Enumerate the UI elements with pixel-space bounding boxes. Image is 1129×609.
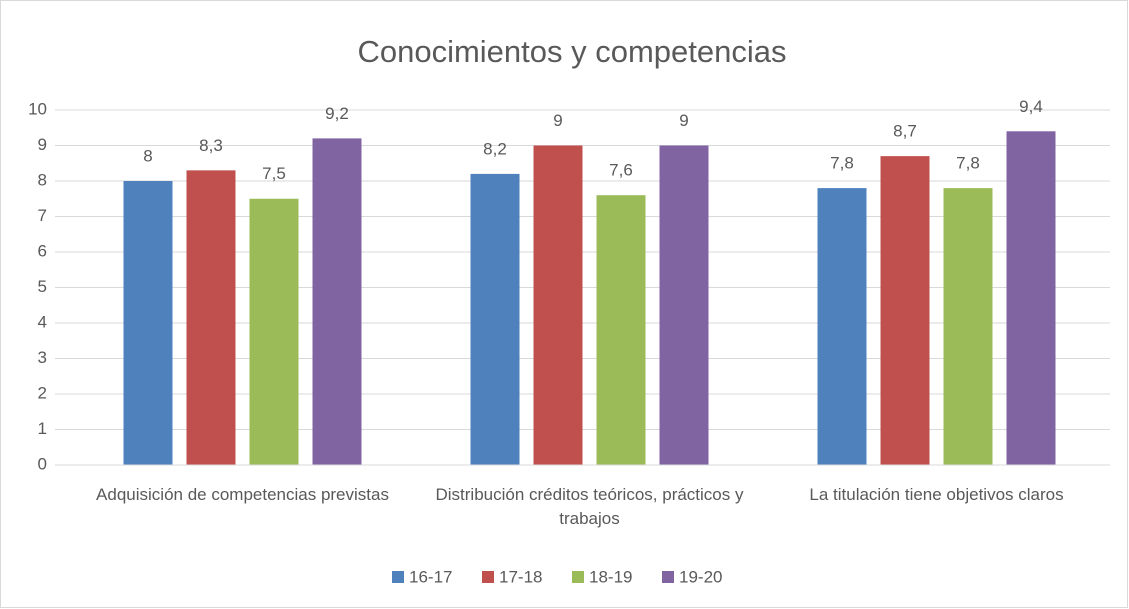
data-label: 7,5 [262,164,286,183]
legend-swatch [662,571,674,583]
y-tick-label: 8 [38,170,47,189]
data-label: 8,3 [199,136,223,155]
bar [533,145,583,465]
y-tick-label: 9 [38,135,47,154]
data-label: 7,8 [956,154,980,173]
legend-label: 16-17 [409,567,452,586]
data-label: 9,4 [1019,97,1043,116]
y-tick-label: 10 [28,99,47,118]
chart-title: Conocimientos y competencias [357,34,786,69]
y-tick-label: 4 [38,312,47,331]
y-tick-label: 0 [38,454,47,473]
bar [596,195,646,465]
bar [123,181,173,465]
bar [880,156,930,465]
legend-swatch [572,571,584,583]
bar [470,173,520,465]
bar [249,198,299,465]
data-label: 9 [679,111,688,130]
data-label: 8,2 [483,139,507,158]
x-tick-label: La titulación tiene objetivos claros [809,485,1064,504]
data-label: 9 [553,111,562,130]
bar [1006,131,1056,466]
bar [659,145,709,465]
x-tick-label: Adquisición de competencias previstas [96,485,389,504]
bar [817,188,867,465]
legend-swatch [482,571,494,583]
data-label: 7,6 [609,161,633,180]
data-label: 8,7 [893,122,917,141]
bar [186,170,236,465]
legend-label: 18-19 [589,567,632,586]
y-tick-label: 2 [38,383,47,402]
legend-swatch [392,571,404,583]
bar [312,138,362,465]
legend-label: 19-20 [679,567,722,586]
y-tick-label: 5 [38,277,47,296]
bar [943,188,993,465]
data-label: 7,8 [830,154,854,173]
y-tick-label: 7 [38,206,47,225]
legend-label: 17-18 [499,567,542,586]
data-label: 8 [143,146,152,165]
y-tick-label: 1 [38,419,47,438]
x-tick-label: Distribución créditos teóricos, práctico… [435,485,744,528]
data-label: 9,2 [325,104,349,123]
y-tick-label: 6 [38,241,47,260]
y-tick-label: 3 [38,348,47,367]
